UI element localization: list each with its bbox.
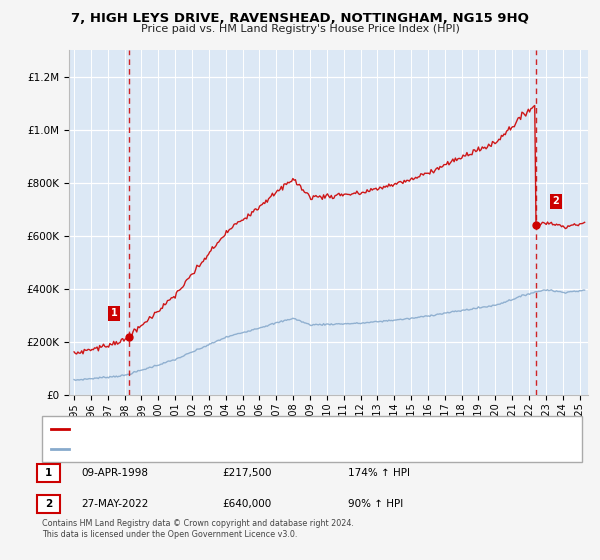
Text: 27-MAY-2022: 27-MAY-2022 [81,499,148,509]
Text: £217,500: £217,500 [222,468,271,478]
Text: Price paid vs. HM Land Registry's House Price Index (HPI): Price paid vs. HM Land Registry's House … [140,24,460,34]
Text: 174% ↑ HPI: 174% ↑ HPI [348,468,410,478]
Text: 7, HIGH LEYS DRIVE, RAVENSHEAD, NOTTINGHAM, NG15 9HQ (detached house): 7, HIGH LEYS DRIVE, RAVENSHEAD, NOTTINGH… [72,424,449,433]
Text: 7, HIGH LEYS DRIVE, RAVENSHEAD, NOTTINGHAM, NG15 9HQ: 7, HIGH LEYS DRIVE, RAVENSHEAD, NOTTINGH… [71,12,529,25]
Text: 2: 2 [45,499,52,509]
Text: £640,000: £640,000 [222,499,271,509]
Text: 1: 1 [45,468,52,478]
Text: 1: 1 [110,309,118,318]
Text: HPI: Average price, detached house, Gedling: HPI: Average price, detached house, Gedl… [72,445,284,454]
Text: 2: 2 [553,197,559,207]
Text: 90% ↑ HPI: 90% ↑ HPI [348,499,403,509]
Text: 09-APR-1998: 09-APR-1998 [81,468,148,478]
Text: Contains HM Land Registry data © Crown copyright and database right 2024.
This d: Contains HM Land Registry data © Crown c… [42,519,354,539]
